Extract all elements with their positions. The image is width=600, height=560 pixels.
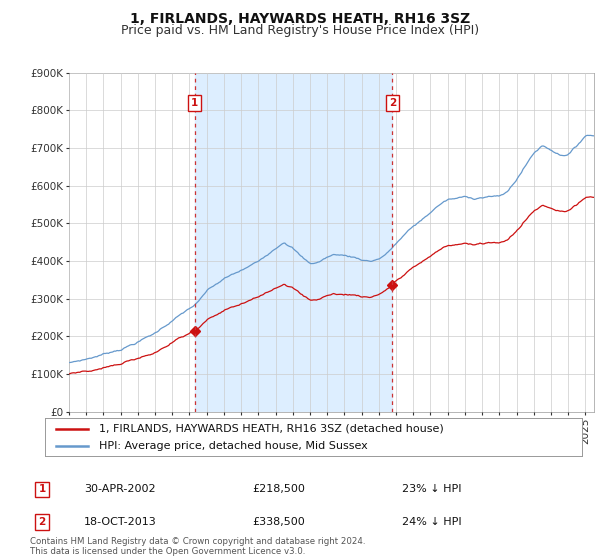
Text: 24% ↓ HPI: 24% ↓ HPI <box>402 517 461 527</box>
Text: 18-OCT-2013: 18-OCT-2013 <box>84 517 157 527</box>
Text: Contains HM Land Registry data © Crown copyright and database right 2024.
This d: Contains HM Land Registry data © Crown c… <box>30 536 365 556</box>
Text: £218,500: £218,500 <box>252 484 305 494</box>
Text: 23% ↓ HPI: 23% ↓ HPI <box>402 484 461 494</box>
Text: HPI: Average price, detached house, Mid Sussex: HPI: Average price, detached house, Mid … <box>98 441 367 451</box>
Text: £338,500: £338,500 <box>252 517 305 527</box>
Bar <box>194 73 392 412</box>
Text: 2: 2 <box>38 517 46 527</box>
Text: 1, FIRLANDS, HAYWARDS HEATH, RH16 3SZ: 1, FIRLANDS, HAYWARDS HEATH, RH16 3SZ <box>130 12 470 26</box>
Text: 1: 1 <box>191 98 198 108</box>
Text: 2: 2 <box>389 98 396 108</box>
Text: 1, FIRLANDS, HAYWARDS HEATH, RH16 3SZ (detached house): 1, FIRLANDS, HAYWARDS HEATH, RH16 3SZ (d… <box>98 423 443 433</box>
Text: 1: 1 <box>38 484 46 494</box>
Text: 30-APR-2002: 30-APR-2002 <box>84 484 155 494</box>
Text: Price paid vs. HM Land Registry's House Price Index (HPI): Price paid vs. HM Land Registry's House … <box>121 24 479 36</box>
